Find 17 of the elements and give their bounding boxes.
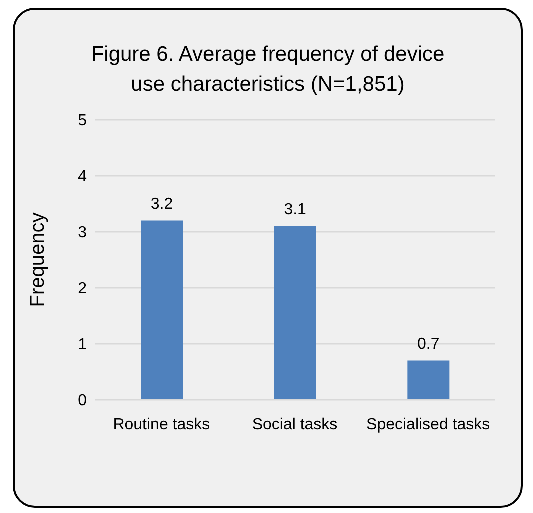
y-tick-label: 2 (78, 280, 88, 298)
x-tick-label: Routine tasks (113, 416, 210, 434)
y-tick-label: 0 (78, 392, 88, 410)
bar (274, 226, 316, 400)
bar (408, 360, 450, 400)
data-label: 0.7 (418, 336, 440, 353)
data-label: 3.2 (150, 196, 174, 213)
y-tick-label: 1 (78, 336, 88, 354)
y-tick-label: 4 (78, 168, 88, 186)
x-tick-label: Social tasks (252, 416, 338, 434)
y-tick-label: 5 (78, 112, 88, 130)
bar (141, 220, 183, 400)
y-tick-label: 3 (78, 224, 88, 242)
chart-title: Figure 6. Average frequency of device use characteristics (N=1,851) (90, 42, 446, 98)
y-axis-title: Frequency (27, 212, 50, 308)
x-tick-label: Specialised tasks (366, 416, 490, 434)
data-label: 3.1 (284, 201, 307, 218)
